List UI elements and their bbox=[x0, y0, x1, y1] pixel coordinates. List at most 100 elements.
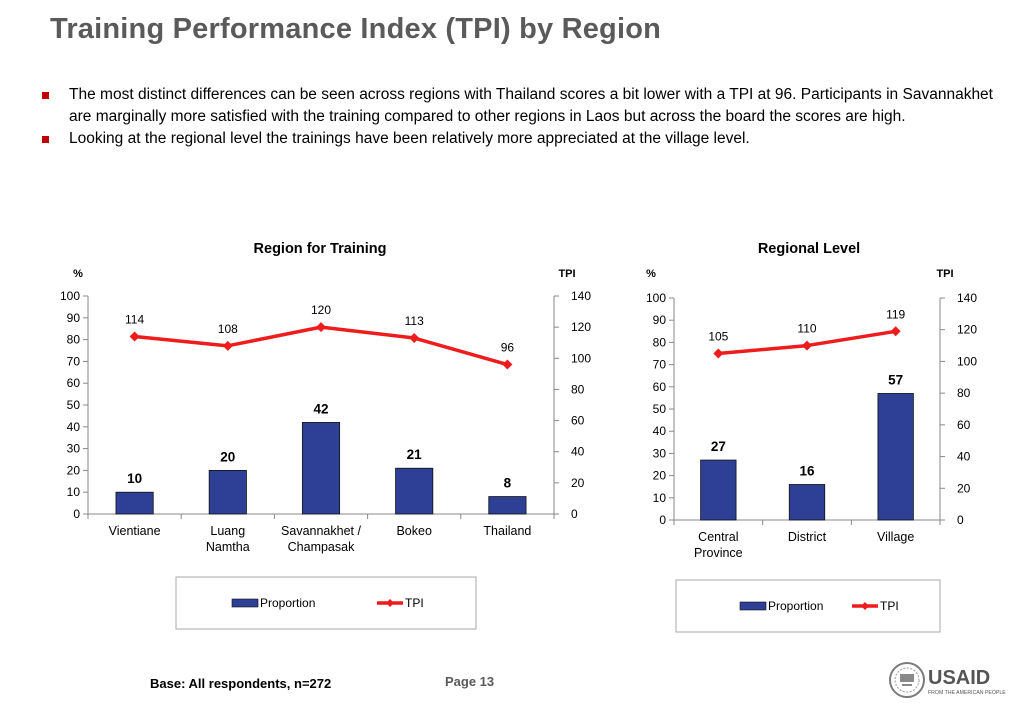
category-label: Champasak bbox=[288, 540, 355, 554]
usaid-logo: USAID FROM THE AMERICAN PEOPLE bbox=[889, 662, 1006, 698]
bar-proportion bbox=[301, 422, 341, 515]
bar-value-label: 42 bbox=[313, 401, 328, 416]
category-label: Province bbox=[694, 546, 743, 560]
right-tick-label: 0 bbox=[957, 513, 964, 527]
legend-label-tpi: TPI bbox=[405, 596, 424, 610]
bullet-text: Looking at the regional level the traini… bbox=[69, 130, 750, 147]
left-tick-label: 100 bbox=[646, 291, 666, 305]
left-tick-label: 10 bbox=[653, 491, 667, 505]
logo-tagline: FROM THE AMERICAN PEOPLE bbox=[928, 690, 1006, 696]
left-tick-label: 50 bbox=[67, 398, 81, 412]
tpi-value-label: 120 bbox=[311, 303, 331, 317]
tpi-point bbox=[802, 340, 812, 351]
legend-label-proportion: Proportion bbox=[768, 599, 823, 613]
chart-region-for-training: Region for Training% TPI01020304050607080… bbox=[60, 241, 591, 630]
tpi-value-label: 108 bbox=[218, 322, 238, 336]
tpi-point bbox=[890, 326, 901, 337]
bar-proportion bbox=[115, 491, 154, 515]
bullet-item: Looking at the regional level the traini… bbox=[40, 128, 993, 150]
category-label: Bokeo bbox=[396, 524, 431, 538]
right-tick-label: 60 bbox=[957, 418, 971, 432]
bar-value-label: 20 bbox=[220, 449, 235, 464]
tpi-value-label: 114 bbox=[125, 312, 144, 326]
right-tick-label: 100 bbox=[571, 351, 591, 365]
legend-box bbox=[675, 579, 941, 633]
right-tick-label: 40 bbox=[571, 445, 585, 459]
tpi-point bbox=[502, 359, 513, 370]
left-tick-label: 30 bbox=[67, 442, 81, 456]
legend-label-proportion: Proportion bbox=[260, 596, 315, 610]
right-tick-label: 40 bbox=[957, 450, 971, 464]
left-axis-unit: % bbox=[73, 268, 83, 280]
bar-proportion bbox=[877, 393, 914, 521]
right-tick-label: 60 bbox=[571, 414, 585, 428]
left-tick-label: 90 bbox=[67, 311, 81, 325]
category-label: Vientiane bbox=[109, 524, 161, 538]
category-label: Savannakhet / bbox=[281, 524, 361, 538]
bar-proportion bbox=[395, 467, 434, 515]
bar-value-label: 16 bbox=[799, 463, 815, 478]
category-label: Central bbox=[698, 530, 738, 544]
right-axis-unit: TPI bbox=[558, 268, 575, 280]
bullet-square-icon bbox=[42, 136, 49, 143]
left-tick-label: 70 bbox=[653, 358, 667, 372]
right-tick-label: 120 bbox=[571, 320, 591, 334]
left-tick-label: 60 bbox=[67, 376, 81, 390]
right-tick-label: 100 bbox=[957, 354, 977, 368]
bar-value-label: 10 bbox=[127, 471, 142, 486]
tpi-point bbox=[129, 331, 140, 342]
legend-marker-tpi bbox=[861, 602, 869, 610]
right-tick-label: 0 bbox=[571, 507, 578, 521]
tpi-value-label: 105 bbox=[708, 330, 728, 344]
legend-label-tpi: TPI bbox=[880, 599, 899, 613]
usaid-seal-icon bbox=[889, 662, 925, 698]
right-tick-label: 120 bbox=[957, 323, 977, 337]
tpi-value-label: 113 bbox=[405, 314, 424, 328]
left-tick-label: 70 bbox=[67, 354, 81, 368]
legend-box bbox=[175, 576, 477, 630]
left-tick-label: 40 bbox=[67, 420, 81, 434]
category-label: District bbox=[788, 530, 827, 544]
left-tick-label: 40 bbox=[653, 424, 667, 438]
bullet-item: The most distinct differences can be see… bbox=[40, 84, 993, 127]
left-tick-label: 80 bbox=[653, 335, 667, 349]
right-tick-label: 20 bbox=[957, 481, 971, 495]
left-tick-label: 50 bbox=[653, 402, 667, 416]
right-tick-label: 140 bbox=[571, 289, 591, 303]
tpi-value-label: 119 bbox=[886, 307, 905, 321]
bar-value-label: 27 bbox=[711, 439, 726, 454]
legend-swatch-proportion bbox=[231, 598, 259, 608]
right-tick-label: 80 bbox=[571, 382, 585, 396]
bar-proportion bbox=[700, 459, 737, 521]
legend-swatch-proportion bbox=[739, 601, 767, 611]
category-label: Village bbox=[877, 530, 914, 544]
left-tick-label: 0 bbox=[659, 513, 666, 527]
left-tick-label: 100 bbox=[60, 289, 80, 303]
bar-value-label: 57 bbox=[888, 372, 903, 387]
bar-proportion bbox=[488, 496, 527, 515]
tpi-point bbox=[713, 348, 724, 359]
right-tick-label: 140 bbox=[957, 291, 977, 305]
category-label: Namtha bbox=[206, 540, 250, 554]
category-label: Luang bbox=[210, 524, 245, 538]
right-tick-label: 20 bbox=[571, 476, 585, 490]
left-tick-label: 80 bbox=[67, 333, 81, 347]
page-title: Training Performance Index (TPI) by Regi… bbox=[50, 13, 662, 45]
tpi-point bbox=[409, 333, 420, 344]
bar-proportion bbox=[208, 469, 247, 515]
right-axis-unit: TPI bbox=[936, 268, 953, 280]
left-tick-label: 0 bbox=[73, 507, 80, 521]
bar-value-label: 21 bbox=[407, 447, 423, 462]
left-tick-label: 60 bbox=[653, 380, 667, 394]
bullet-list: The most distinct differences can be see… bbox=[40, 84, 993, 151]
left-tick-label: 90 bbox=[653, 313, 667, 327]
bar-proportion bbox=[788, 484, 826, 521]
left-tick-label: 20 bbox=[653, 469, 667, 483]
bullet-text: The most distinct differences can be see… bbox=[69, 86, 993, 125]
right-tick-label: 80 bbox=[957, 386, 971, 400]
tpi-value-label: 96 bbox=[501, 341, 515, 355]
tpi-value-label: 110 bbox=[797, 322, 816, 336]
page-number: Page 13 bbox=[445, 674, 495, 689]
left-axis-unit: % bbox=[646, 268, 656, 280]
